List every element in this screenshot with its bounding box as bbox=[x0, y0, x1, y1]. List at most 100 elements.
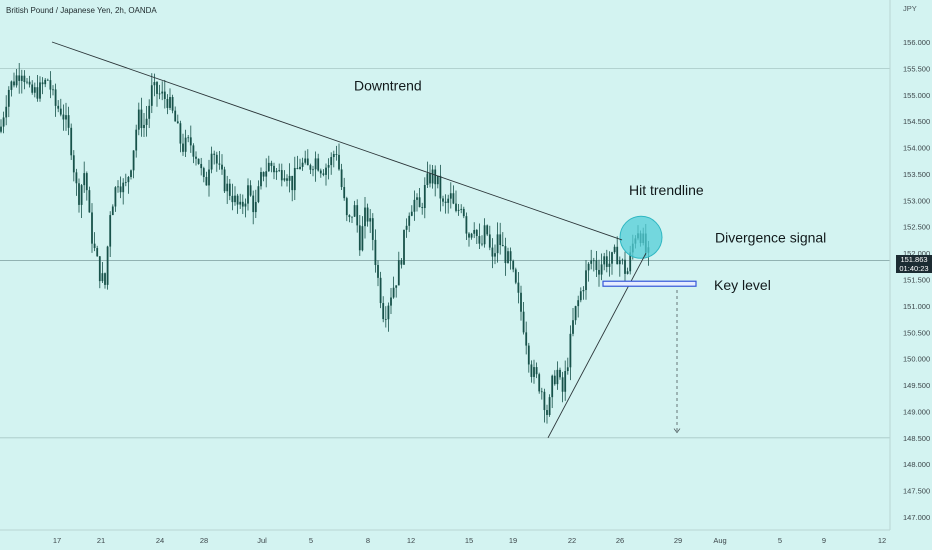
candle bbox=[111, 204, 114, 216]
current-price-badge: 151.863 01:40:23 bbox=[896, 255, 932, 274]
x-tick-label: 15 bbox=[465, 536, 473, 545]
candle bbox=[553, 370, 556, 386]
candle bbox=[405, 218, 408, 238]
candle bbox=[70, 123, 73, 161]
candle bbox=[161, 81, 164, 101]
candle bbox=[101, 262, 104, 284]
candle bbox=[533, 359, 535, 384]
candle bbox=[439, 164, 442, 212]
candle bbox=[494, 244, 496, 265]
candle bbox=[566, 357, 569, 375]
candle bbox=[595, 251, 598, 278]
candle bbox=[330, 152, 333, 175]
annotation-label: Key level bbox=[714, 277, 771, 293]
candle bbox=[418, 188, 421, 208]
candle bbox=[517, 271, 520, 304]
candle bbox=[218, 151, 221, 170]
candle bbox=[572, 307, 574, 337]
candle bbox=[96, 245, 99, 257]
candle bbox=[369, 209, 372, 233]
candle bbox=[36, 74, 39, 102]
candle bbox=[171, 94, 174, 114]
candle bbox=[236, 193, 239, 214]
candle bbox=[501, 232, 504, 247]
candle bbox=[616, 236, 619, 265]
candle bbox=[525, 321, 528, 355]
candle bbox=[377, 260, 379, 287]
candle bbox=[468, 232, 470, 247]
candle bbox=[109, 211, 112, 258]
candle bbox=[231, 183, 234, 211]
candle bbox=[574, 305, 577, 325]
x-tick-label: 24 bbox=[156, 536, 164, 545]
candle bbox=[421, 202, 424, 215]
candle bbox=[174, 106, 177, 122]
candle bbox=[247, 178, 249, 211]
candle bbox=[548, 394, 551, 417]
candle bbox=[564, 360, 567, 401]
candle bbox=[88, 186, 91, 213]
y-tick-label: 151.500 bbox=[903, 276, 930, 285]
y-tick-label: 156.000 bbox=[903, 38, 930, 47]
candle bbox=[163, 79, 166, 109]
candle bbox=[520, 285, 522, 321]
candle bbox=[332, 150, 335, 168]
candle bbox=[325, 163, 327, 186]
candle bbox=[296, 155, 299, 170]
candle bbox=[228, 179, 231, 201]
annotation-label: Downtrend bbox=[354, 77, 422, 93]
candle bbox=[117, 180, 119, 193]
candle bbox=[166, 94, 169, 115]
candle bbox=[39, 76, 41, 102]
x-tick-label: Aug bbox=[713, 536, 726, 545]
candle bbox=[491, 238, 494, 269]
x-tick-label: 22 bbox=[568, 536, 576, 545]
candle bbox=[442, 195, 444, 207]
x-tick-label: 9 bbox=[822, 536, 826, 545]
candle bbox=[353, 200, 356, 218]
candle bbox=[416, 193, 418, 212]
candle bbox=[624, 251, 626, 282]
candle bbox=[122, 178, 125, 205]
candle bbox=[114, 186, 117, 212]
candle bbox=[522, 302, 525, 335]
candle bbox=[475, 228, 478, 244]
candle bbox=[299, 158, 301, 170]
y-tick-label: 153.500 bbox=[903, 170, 930, 179]
candle bbox=[182, 133, 184, 156]
candle bbox=[254, 189, 257, 219]
candle bbox=[275, 167, 278, 180]
candle bbox=[473, 222, 476, 239]
candle bbox=[169, 88, 171, 110]
x-tick-label: 19 bbox=[509, 536, 517, 545]
candle bbox=[150, 73, 153, 114]
candle bbox=[288, 163, 291, 193]
candle bbox=[312, 165, 314, 177]
candle bbox=[319, 168, 322, 178]
candle bbox=[98, 256, 101, 289]
candle bbox=[431, 165, 434, 189]
currency-label: JPY bbox=[903, 4, 917, 13]
y-tick-label: 151.000 bbox=[903, 302, 930, 311]
candle bbox=[413, 190, 416, 221]
candle bbox=[611, 251, 613, 275]
candle bbox=[579, 287, 582, 303]
candle bbox=[205, 171, 208, 186]
candle bbox=[23, 70, 26, 90]
candle bbox=[540, 387, 543, 400]
candle bbox=[195, 151, 197, 166]
candle bbox=[213, 150, 216, 165]
candle bbox=[57, 100, 60, 113]
candle bbox=[603, 252, 606, 271]
y-tick-label: 152.000 bbox=[903, 249, 930, 258]
bar-countdown: 01:40:23 bbox=[899, 264, 929, 274]
candle bbox=[41, 77, 44, 95]
candle bbox=[509, 247, 512, 270]
candle bbox=[306, 149, 309, 166]
x-tick-label: 26 bbox=[616, 536, 624, 545]
x-tick-label: 12 bbox=[878, 536, 886, 545]
candle bbox=[317, 153, 320, 172]
candle bbox=[322, 169, 325, 177]
